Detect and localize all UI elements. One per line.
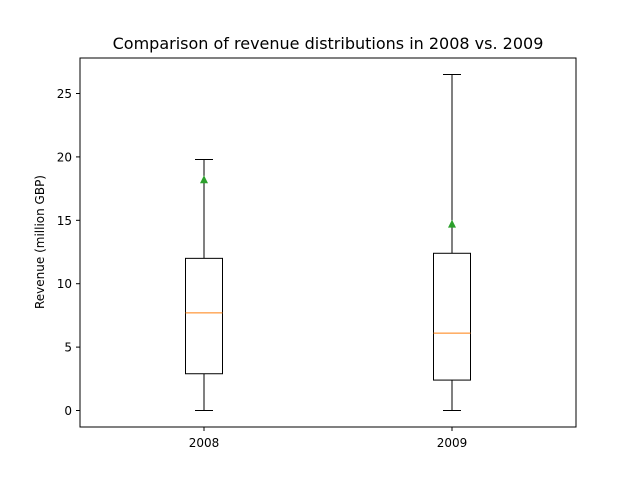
y-axis: 0 5 10 15 20 25 (57, 87, 80, 418)
iqr-box (433, 252, 471, 381)
x-axis: 2008 2009 (189, 427, 468, 450)
box-2009 (433, 73, 471, 412)
mean-marker (200, 175, 208, 184)
y-tick-label-10: 10 (57, 277, 72, 291)
x-tick-label-2009: 2009 (437, 436, 468, 450)
box-2008 (185, 158, 223, 412)
y-axis-label: Revenue (million GBP) (33, 175, 47, 309)
plot-area-frame (79, 57, 577, 428)
chart-title: Comparison of revenue distributions in 2… (113, 34, 544, 53)
iqr-box (185, 257, 223, 375)
y-tick-label-25: 25 (57, 87, 72, 101)
y-tick-label-0: 0 (64, 404, 72, 418)
y-tick-label-20: 20 (57, 150, 72, 164)
y-tick-label-5: 5 (64, 341, 72, 355)
x-tick-label-2008: 2008 (189, 436, 220, 450)
y-tick-label-15: 15 (57, 214, 72, 228)
boxes-group (185, 73, 471, 412)
mean-marker (448, 219, 456, 228)
